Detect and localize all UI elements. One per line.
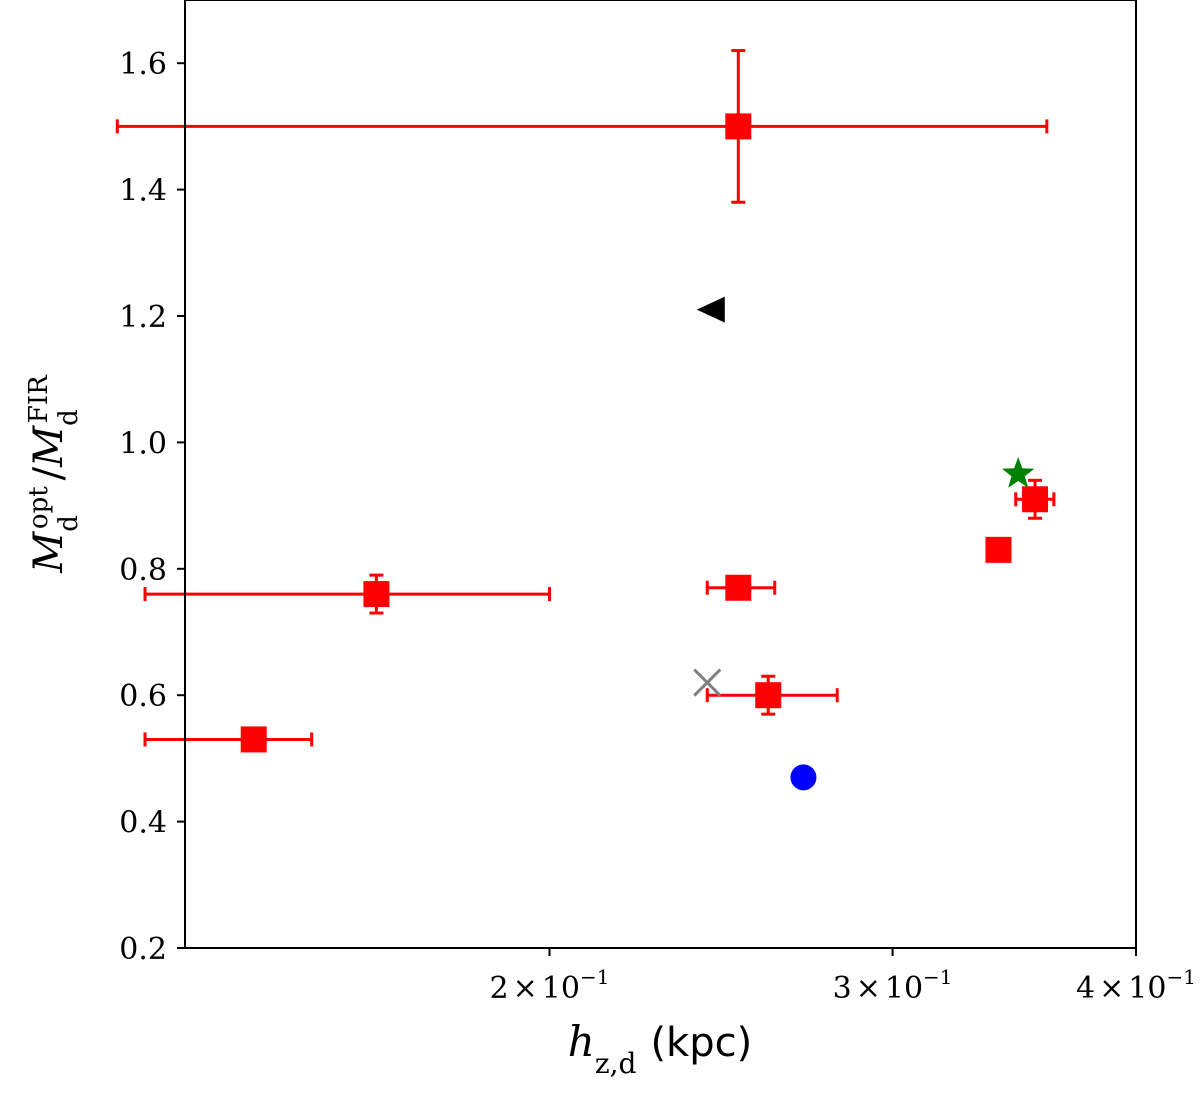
plot-area xyxy=(115,49,1056,791)
x-tick-label: 2 × 10−1 xyxy=(490,965,610,1006)
y-tick-label: 1.0 xyxy=(119,426,167,461)
square-marker xyxy=(1022,486,1049,513)
ylabel-separator: / xyxy=(26,466,72,480)
xlabel-unit: (kpc) xyxy=(650,1020,752,1066)
cross-stroke xyxy=(693,668,722,697)
square-marker xyxy=(363,581,390,608)
x-axis-label: hz,d (kpc) xyxy=(568,1017,752,1080)
axes: 0.2 0.4 0.6 0.8 1.0 1.2 1.4 1.6 2 × 10−1 3 × 10−1 4 × 10… xyxy=(119,47,1196,1006)
xlabel-subscript: z,d xyxy=(595,1047,637,1080)
cross-marker xyxy=(693,668,722,697)
star-marker xyxy=(1002,457,1035,488)
y-tick-label: 1.2 xyxy=(119,300,167,335)
y-tick-label: 1.4 xyxy=(119,174,167,209)
svg-text:Mdopt/MdFIR: Mdopt/MdFIR xyxy=(24,374,84,574)
svg-text:hz,d(kpc): hz,d (kpc) xyxy=(568,1017,752,1080)
plot-frame xyxy=(184,0,1137,949)
square-marker xyxy=(755,682,782,709)
ylabel-num-sub: d xyxy=(54,515,84,532)
y-tick-label: 0.4 xyxy=(119,806,167,841)
triangle-marker xyxy=(696,296,725,323)
square-marker xyxy=(240,726,267,753)
square-marker xyxy=(725,574,752,601)
y-tick-label: 0.2 xyxy=(119,932,167,967)
y-axis-label: Mdopt/MdFIR xyxy=(24,374,84,574)
square-marker xyxy=(725,113,752,140)
ylabel-den-sup: FIR xyxy=(24,374,54,423)
y-tick-label: 0.8 xyxy=(119,553,167,588)
x-tick-label: 4 × 10−1 xyxy=(1076,965,1196,1006)
y-tick-label: 0.6 xyxy=(119,679,167,714)
ylabel-numerator: M xyxy=(26,531,72,574)
y-tick-label: 1.6 xyxy=(119,47,167,82)
xlabel-symbol: h xyxy=(568,1017,595,1066)
ylabel-denominator: M xyxy=(26,425,72,468)
ylabel-den-sub: d xyxy=(54,409,84,426)
square-marker xyxy=(985,536,1012,563)
circle-marker xyxy=(790,764,817,791)
ylabel-num-sup: opt xyxy=(24,486,54,529)
x-tick-label: 3 × 10−1 xyxy=(833,965,953,1006)
